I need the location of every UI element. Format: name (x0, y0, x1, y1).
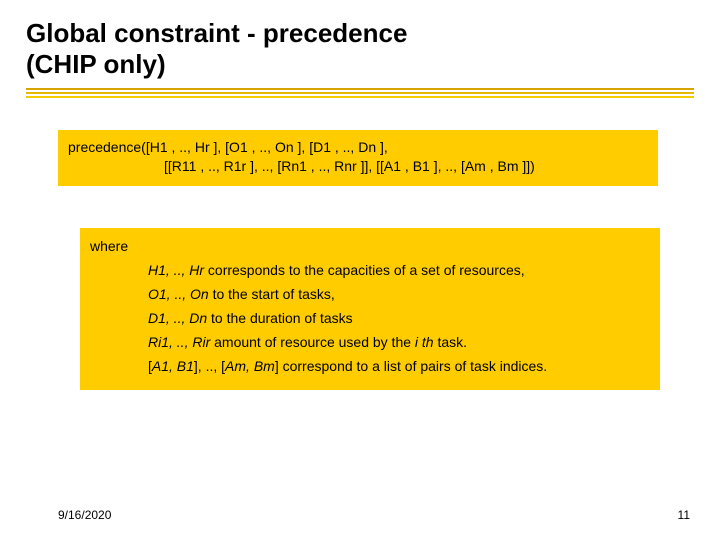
where-line-1: H1, .., Hr corresponds to the capacities… (90, 260, 650, 281)
where-line-5-it2: Am, Bm (225, 358, 275, 374)
where-line-1-it: H1, .., Hr (148, 262, 204, 278)
title-underline (26, 88, 694, 98)
syntax-box: precedence([H1 , .., Hr ], [O1 , .., On … (58, 130, 658, 186)
where-line-4-post2: task. (434, 334, 467, 350)
where-line-4: Ri1, .., Rir amount of resource used by … (90, 332, 650, 353)
where-line-5-it: A1, B1 (152, 358, 194, 374)
where-line-2: O1, .., On to the start of tasks, (90, 284, 650, 305)
where-line-5: [A1, B1], .., [Am, Bm] correspond to a l… (90, 356, 650, 377)
where-line-3-it: D1, .., Dn (148, 310, 207, 326)
syntax-line-1: precedence([H1 , .., Hr ], [O1 , .., On … (68, 138, 648, 157)
where-box: where H1, .., Hr corresponds to the capa… (80, 228, 660, 390)
where-line-4-it2: i th (415, 334, 434, 350)
where-line-3-post: to the duration of tasks (207, 310, 353, 326)
underline-bar-1 (26, 88, 694, 90)
where-line-3: D1, .., Dn to the duration of tasks (90, 308, 650, 329)
slide-title: Global constraint - precedence (CHIP onl… (26, 18, 407, 80)
where-line-2-it: O1, .., On (148, 286, 209, 302)
footer-date: 9/16/2020 (58, 508, 111, 522)
footer-page-number: 11 (678, 508, 690, 522)
underline-bar-3 (26, 96, 694, 98)
title-line-1: Global constraint - precedence (26, 18, 407, 48)
where-line-4-it: Ri1, .., Rir (148, 334, 210, 350)
where-line-2-post: to the start of tasks, (209, 286, 335, 302)
syntax-line-2: [[R11 , .., R1r ], .., [Rn1 , .., Rnr ]]… (68, 157, 648, 176)
where-line-5-mid: ], .., [ (194, 358, 225, 374)
title-line-2: (CHIP only) (26, 49, 166, 79)
where-line-1-post: corresponds to the capacities of a set o… (204, 262, 525, 278)
underline-bar-2 (26, 92, 694, 94)
where-line-5-post: ] correspond to a list of pairs of task … (275, 358, 547, 374)
where-line-4-post: amount of resource used by the (210, 334, 415, 350)
where-label: where (90, 236, 650, 257)
